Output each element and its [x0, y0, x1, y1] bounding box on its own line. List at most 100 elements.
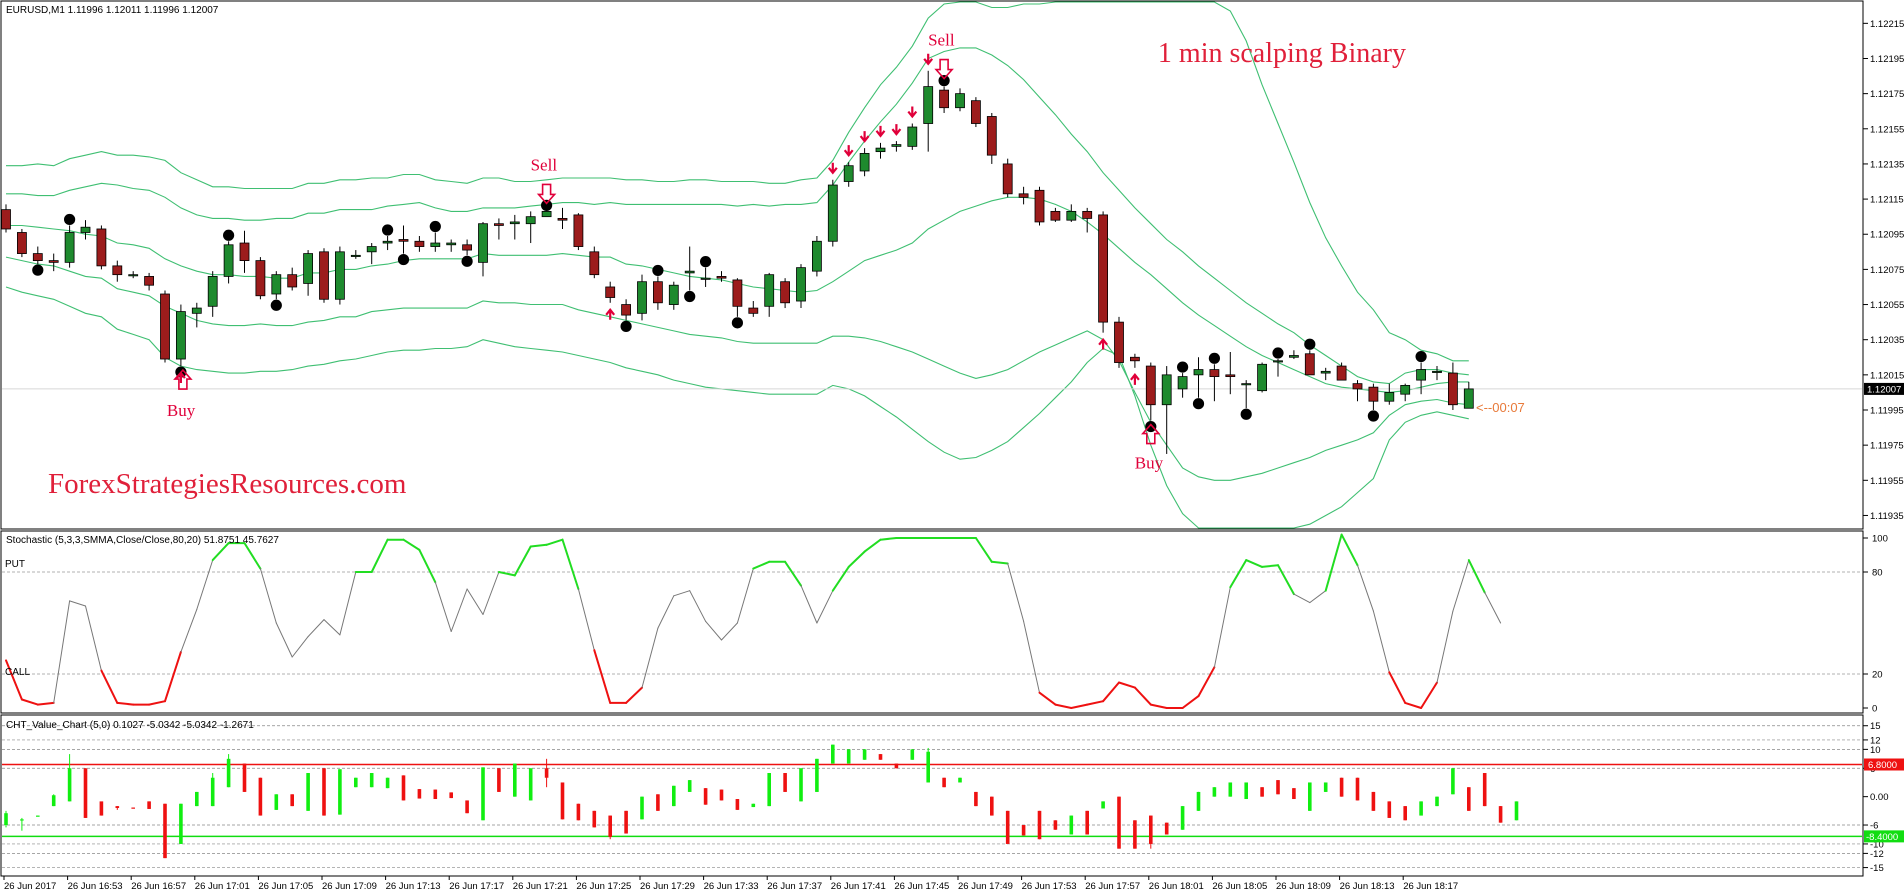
signal-dot [1192, 398, 1205, 410]
stochastic-panel[interactable] [0, 530, 1864, 714]
cht-value-series: 15121060.00-6-10-12-15 [2, 721, 1889, 874]
chart-title: 1 min scalping Binary [1158, 38, 1406, 69]
cht-bar-down [878, 754, 883, 760]
stoch-segment [291, 636, 309, 658]
candle-bear [144, 276, 155, 286]
cht-bar-up [369, 773, 374, 788]
buy-label: Buy [167, 401, 196, 420]
candle-bull [430, 242, 441, 247]
candle-bull [541, 210, 552, 218]
current-price-tag-label: 1.12007 [1867, 384, 1901, 395]
candle-bull [191, 307, 202, 314]
candle-bear [1002, 163, 1013, 195]
candle-bear [1336, 365, 1347, 381]
candle-bear [1050, 210, 1061, 221]
candle-bull [684, 270, 695, 274]
price-tick-label: 1.12015 [1870, 370, 1904, 381]
candle-bear [255, 260, 266, 297]
arrow-down-icon [843, 145, 854, 157]
candle-bull [1241, 383, 1252, 386]
cht-bar-down [1276, 780, 1280, 795]
time-tick-label: 26 Jun 17:25 [576, 881, 631, 892]
price-tick-label: 1.12055 [1870, 300, 1904, 311]
cht-bar-up [672, 785, 676, 807]
stoch-segment [689, 590, 707, 622]
sell-label: Sell [531, 155, 558, 174]
candle-bull [923, 86, 934, 124]
cht-bar-up [1451, 768, 1455, 795]
stoch-segment [1420, 681, 1438, 709]
cht-bar-down [719, 789, 724, 801]
cht-bar-down [560, 782, 565, 820]
signal-dot [1304, 338, 1316, 350]
stoch-tick-label: 0 [1872, 704, 1877, 715]
cht-bar-up [862, 749, 867, 760]
cht-tick-label: 0.00 [1870, 792, 1889, 803]
stoch-segment [211, 542, 230, 562]
cht-bar-up [306, 773, 310, 811]
band-outer-upper [6, 1, 1469, 362]
stoch-segment [847, 550, 866, 568]
cht-bar-up [20, 819, 24, 821]
cht-bar-up [1244, 782, 1248, 800]
band-mid-upper [6, 47, 1469, 385]
price-tick-label: 1.12115 [1870, 195, 1904, 206]
stoch-segment [20, 698, 39, 706]
candle-bull [207, 276, 218, 307]
arrow-down-icon [827, 162, 838, 175]
cht-bar-up [481, 767, 485, 821]
time-tick-label: 26 Jun 2017 [4, 881, 56, 892]
time-tick-label: 26 Jun 17:29 [640, 881, 695, 892]
time-tick-label: 26 Jun 17:45 [894, 881, 949, 892]
candle-bull [1177, 376, 1188, 390]
cht-bar-down [1403, 806, 1407, 821]
cht-bar-down [544, 768, 549, 778]
price-tick-label: 1.12095 [1870, 230, 1904, 241]
stoch-segment [1229, 559, 1248, 589]
cht-bar-down [497, 768, 501, 792]
arrow-down-icon [891, 124, 902, 136]
cht-bar-down [1371, 791, 1376, 811]
candle-bull [382, 240, 393, 244]
stoch-segment [259, 568, 277, 624]
signal-dot [1208, 352, 1220, 364]
stoch-segment [831, 565, 850, 592]
stoch-segment [1245, 559, 1264, 568]
candle-bear [1114, 321, 1124, 363]
candle-bear [589, 251, 600, 276]
candle-bear [1225, 374, 1236, 378]
main-price-panel[interactable] [0, 0, 1864, 530]
candle-bear [732, 279, 743, 307]
stoch-segment [434, 581, 452, 632]
cht-bar-down [465, 800, 469, 814]
cht-bar-down [592, 810, 597, 828]
cht-bar-down [576, 803, 581, 821]
candle-bull [303, 253, 314, 284]
stoch-segment [1277, 564, 1295, 596]
candle-bear [1304, 353, 1315, 376]
candle-bull [175, 311, 186, 360]
stoch-segment [180, 608, 198, 653]
signal-dot [938, 75, 950, 87]
price-tick-label: 1.11975 [1870, 441, 1904, 452]
signal-dot [397, 253, 410, 266]
cht-lower-level-label: -8.4000 [1866, 832, 1898, 843]
cht-bar-down [1164, 822, 1169, 835]
trade-annotations: Buy Sell Sell Buy [167, 31, 1164, 473]
candle-bull [80, 226, 91, 233]
cht-bar-down [1260, 787, 1264, 797]
signal-dot [1272, 347, 1284, 359]
band-outer-lower [5, 286, 1469, 529]
stoch-segment [1261, 564, 1279, 568]
candle-bear [160, 293, 170, 360]
time-tick-label: 26 Jun 18:09 [1276, 881, 1331, 892]
candle-bear [493, 223, 504, 226]
stoch-segment [1467, 559, 1486, 594]
cht-bar-down [1339, 777, 1344, 797]
stoch-segment [402, 538, 421, 551]
candle-bull [1257, 363, 1267, 392]
candle-bull [875, 147, 886, 153]
signal-dot [1240, 408, 1252, 420]
cht-value-chart-panel[interactable] [0, 714, 1864, 877]
